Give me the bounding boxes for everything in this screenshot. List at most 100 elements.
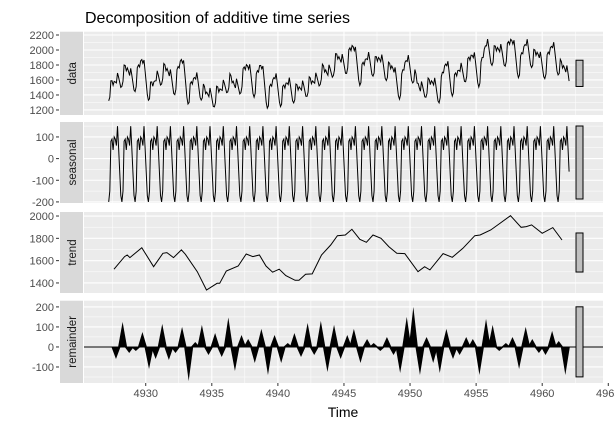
remainder-spike	[237, 334, 247, 347]
strip-trend	[60, 212, 83, 293]
remainder-spike	[296, 346, 306, 357]
panel-data: data 1200 1400 1600 1800 2000 2200	[30, 30, 603, 117]
remainder-spike	[389, 346, 399, 355]
remainder-spike	[395, 346, 405, 373]
remainder-spike	[223, 317, 233, 347]
x-tick-label: 4965	[596, 388, 615, 400]
strip-label-seasonal: seasonal	[67, 139, 79, 185]
remainder-spike	[488, 324, 498, 347]
strip-label-data: data	[67, 62, 79, 85]
remainder-spike	[547, 330, 557, 347]
remainder-spike	[276, 346, 286, 363]
remainder-spike	[415, 346, 425, 375]
remainder-spike	[336, 346, 346, 359]
y-tick-label: 1400	[30, 278, 54, 290]
seasonal-series-line	[108, 126, 570, 202]
remainder-spike	[342, 334, 352, 347]
remainder-spike	[309, 346, 319, 355]
remainder-spike	[382, 336, 392, 347]
y-tick-label: 200	[36, 302, 54, 314]
remainder-spike	[283, 342, 293, 347]
remainder-spike	[164, 346, 174, 360]
y-tick-label: 0	[48, 342, 54, 354]
strip-label-remainder: remainder	[67, 316, 79, 368]
remainder-spike	[157, 323, 167, 347]
remainder-spike	[177, 326, 187, 347]
chart-title: Decomposition of additive time series	[85, 10, 350, 27]
remainder-spike	[461, 336, 471, 347]
remainder-spike	[355, 346, 365, 363]
y-tick-label: 1200	[30, 105, 54, 117]
y-tick-label: -100	[32, 175, 54, 187]
remainder-spike	[118, 321, 128, 347]
remainder-spike	[322, 346, 332, 372]
x-tick-label: 4950	[398, 388, 422, 400]
remainder-spike	[455, 346, 465, 355]
y-tick-label: 2000	[30, 45, 54, 57]
remainder-spike	[560, 346, 570, 375]
x-tick-label: 4940	[266, 388, 290, 400]
remainder-spike	[375, 346, 385, 351]
remainder-spike	[448, 346, 458, 359]
remainder-spike	[441, 328, 451, 347]
y-tick-label: 1800	[30, 60, 54, 72]
remainder-spike	[230, 346, 240, 371]
trend-series-line	[113, 215, 563, 291]
remainder-spike	[507, 336, 517, 347]
remainder-spike	[303, 322, 313, 347]
remainder-spike	[250, 346, 260, 363]
remainder-spike	[190, 341, 200, 347]
remainder-spike	[263, 346, 273, 375]
remainder-spike	[501, 342, 511, 347]
remainder-spike	[527, 338, 537, 347]
remainder-spike	[481, 318, 491, 347]
remainder-spike	[514, 346, 524, 369]
x-tick-label: 4945	[332, 388, 356, 400]
remainder-spike	[217, 346, 227, 357]
remainder-spike	[270, 334, 280, 347]
y-tick-label: 1600	[30, 256, 54, 268]
y-tick-label: -100	[32, 362, 54, 374]
strip-data	[60, 31, 83, 116]
y-tick-label: 100	[36, 322, 54, 334]
strip-label-trend: trend	[67, 239, 79, 265]
x-axis-title: Time	[328, 404, 359, 420]
remainder-spike	[402, 316, 412, 347]
y-tick-label: 100	[36, 132, 54, 144]
range-bar-seasonal	[575, 125, 584, 200]
panel-trend: trend 1400 1600 1800 2000	[30, 211, 603, 293]
remainder-spike	[369, 342, 379, 347]
range-bar-data	[575, 59, 584, 87]
y-tick-label: 2000	[30, 211, 54, 223]
panel-remainder: remainder -100 0 100 200	[32, 300, 603, 383]
remainder-spike	[197, 324, 207, 347]
y-tick-label: 0	[48, 154, 54, 166]
x-tick-label: 4930	[133, 388, 157, 400]
range-bar-remainder	[575, 306, 584, 378]
strip-remainder	[60, 300, 83, 383]
remainder-spike	[184, 346, 194, 381]
remainder-spike	[111, 346, 121, 359]
data-series-line	[108, 38, 570, 110]
remainder-spike	[494, 346, 504, 351]
remainder-spike	[137, 331, 147, 347]
x-tick-label: 4935	[200, 388, 224, 400]
remainder-spike	[210, 332, 220, 347]
y-tick-label: 2200	[30, 30, 54, 42]
remainder-spike	[124, 346, 134, 353]
x-tick-label: 4955	[464, 388, 488, 400]
y-tick-label: 1400	[30, 90, 54, 102]
remainder-spike	[422, 336, 432, 347]
remainder-spike	[428, 346, 438, 363]
remainder-spike	[151, 346, 161, 359]
remainder-spike	[329, 324, 339, 347]
remainder-spike	[554, 340, 564, 347]
remainder-spike	[256, 328, 266, 347]
remainder-spike	[349, 328, 359, 347]
strip-seasonal	[60, 122, 83, 203]
y-tick-label: 1800	[30, 233, 54, 245]
remainder-spike	[534, 346, 544, 353]
y-tick-label: 1600	[30, 75, 54, 87]
remainder-spike	[362, 338, 372, 347]
